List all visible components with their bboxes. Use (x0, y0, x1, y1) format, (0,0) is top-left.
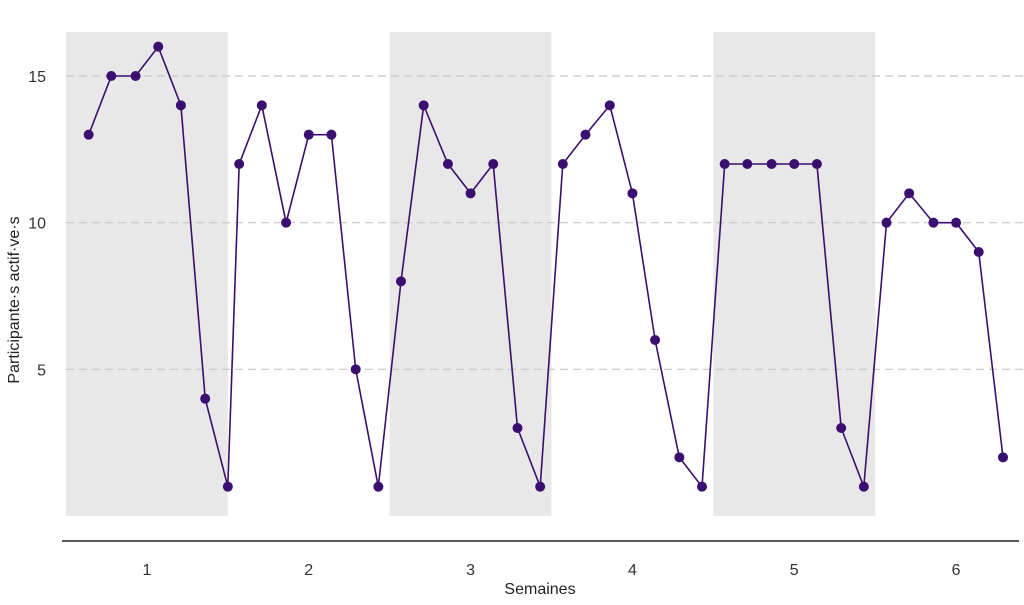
data-point (580, 129, 591, 140)
data-point (535, 481, 546, 492)
data-point (604, 100, 615, 111)
x-axis-title: Semaines (504, 581, 575, 598)
data-point (674, 452, 685, 463)
data-point (512, 423, 523, 433)
data-point (789, 159, 800, 169)
data-point (83, 129, 94, 140)
week-shade-3 (389, 32, 552, 516)
data-point (928, 217, 939, 228)
data-point (303, 129, 314, 140)
week-shade-1 (66, 32, 228, 516)
data-point (350, 364, 361, 375)
data-point (766, 159, 777, 169)
data-point (742, 159, 753, 169)
y-tick-labels: 5 10 15 (28, 69, 46, 379)
week-shading (66, 32, 876, 516)
data-point (951, 217, 962, 228)
data-point (256, 100, 267, 111)
data-point (281, 217, 292, 228)
x-tick-label: 1 (142, 562, 151, 579)
data-point (418, 100, 429, 111)
data-point (200, 393, 211, 404)
y-tick-label: 10 (28, 216, 46, 233)
x-tick-label: 6 (952, 562, 961, 579)
data-point (442, 159, 453, 169)
x-tick-label: 5 (790, 562, 799, 579)
data-point (395, 276, 406, 287)
data-points (83, 41, 1009, 492)
data-point (719, 159, 730, 169)
x-tick-label: 4 (628, 562, 637, 579)
data-point (153, 41, 164, 52)
data-point (627, 188, 638, 199)
data-point (904, 188, 915, 199)
data-point (175, 100, 186, 111)
data-point (998, 452, 1009, 463)
data-point (650, 335, 661, 345)
data-point (811, 159, 822, 169)
data-point (373, 481, 384, 492)
week-shade-5 (713, 32, 876, 516)
data-point (326, 129, 337, 140)
x-tick-label: 2 (304, 562, 313, 579)
x-tick-labels: 1 2 3 4 5 6 (142, 562, 960, 579)
data-point (697, 481, 708, 492)
y-tick-label: 5 (37, 362, 46, 379)
data-point (557, 159, 568, 169)
data-point (973, 247, 984, 257)
data-point (130, 71, 141, 81)
y-axis-title: Participante·s actif·ve·s (6, 216, 23, 383)
grid-lines (66, 75, 1024, 370)
data-point (106, 71, 117, 81)
x-tick-label: 3 (466, 562, 475, 579)
data-point (858, 481, 869, 492)
data-point (488, 159, 499, 169)
data-point (881, 217, 892, 228)
data-point (836, 423, 847, 433)
data-point (234, 159, 245, 169)
data-point (222, 481, 233, 492)
data-point (465, 188, 476, 199)
y-tick-label: 15 (28, 69, 46, 86)
